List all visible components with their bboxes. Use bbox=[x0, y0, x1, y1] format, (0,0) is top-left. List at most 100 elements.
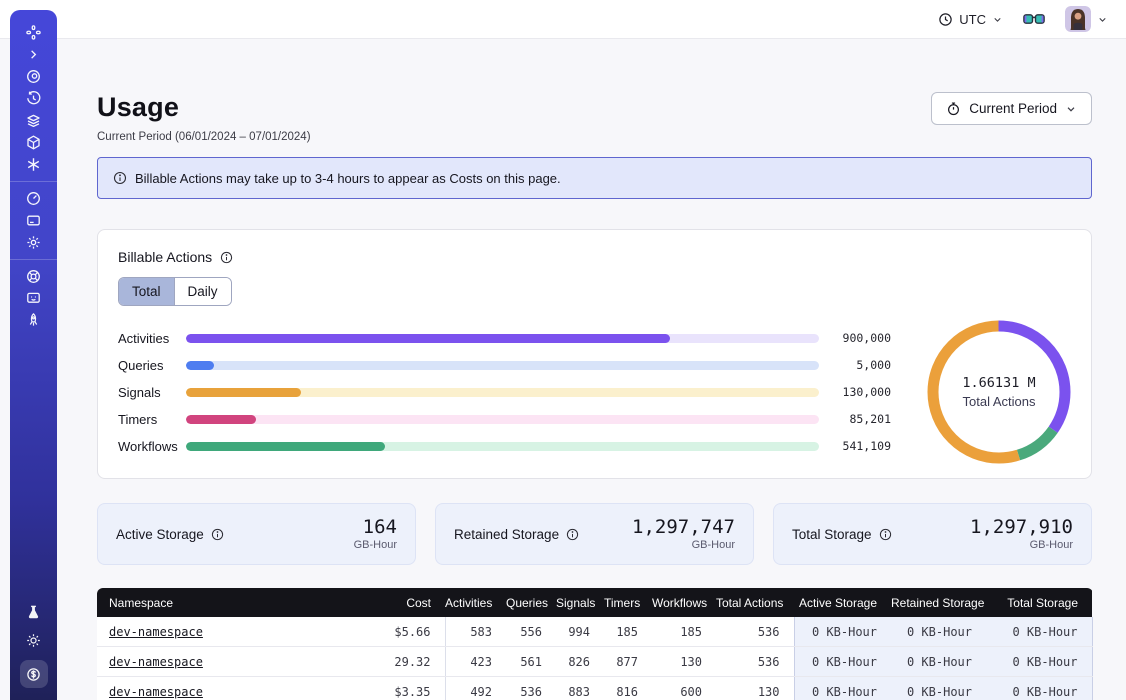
cell-workflows: 600 bbox=[652, 677, 716, 700]
cell-queries: 556 bbox=[506, 617, 556, 647]
bar-category-label: Activities bbox=[118, 331, 186, 346]
page-header: Usage Current Period (06/01/2024 – 07/01… bbox=[97, 92, 1092, 143]
nexus-asterisk-icon[interactable] bbox=[25, 156, 42, 173]
retained-storage-value: 1,297,747 bbox=[632, 517, 735, 539]
info-banner: Billable Actions may take up to 3-4 hour… bbox=[97, 157, 1092, 199]
active-storage-unit: GB-Hour bbox=[354, 539, 397, 551]
cell-active-storage: 0 KB-Hour bbox=[794, 677, 891, 700]
cell-namespace[interactable]: dev-namespace bbox=[97, 677, 349, 700]
info-icon[interactable] bbox=[879, 528, 892, 541]
cell-signals: 994 bbox=[556, 617, 604, 647]
deployments-layers-icon[interactable] bbox=[25, 112, 42, 129]
namespaces-spiral-icon[interactable] bbox=[25, 68, 42, 85]
stopwatch-icon bbox=[946, 101, 961, 116]
billable-actions-card: Billable Actions Total Daily Activities 9… bbox=[97, 229, 1092, 479]
title-block: Usage Current Period (06/01/2024 – 07/01… bbox=[97, 92, 311, 143]
bar-fill bbox=[186, 442, 385, 451]
cell-namespace[interactable]: dev-namespace bbox=[97, 617, 349, 647]
cell-namespace[interactable]: dev-namespace bbox=[97, 647, 349, 677]
total-storage-unit: GB-Hour bbox=[970, 539, 1073, 551]
namespace-link[interactable]: dev-namespace bbox=[109, 625, 203, 639]
topbar: UTC bbox=[0, 0, 1126, 39]
bar-fill bbox=[186, 361, 214, 370]
table-header-total-storage: Total Storage bbox=[986, 588, 1092, 617]
info-icon bbox=[113, 171, 127, 185]
timezone-label: UTC bbox=[959, 12, 986, 27]
bar-value-label: 900,000 bbox=[819, 331, 891, 345]
cell-active-storage: 0 KB-Hour bbox=[794, 647, 891, 677]
namespace-link[interactable]: dev-namespace bbox=[109, 655, 203, 669]
info-icon[interactable] bbox=[220, 251, 233, 264]
cell-cost: $3.35 bbox=[349, 677, 445, 700]
table-row: dev-namespace$5.665835569941851855360 KB… bbox=[97, 617, 1092, 647]
workflows-cube-icon[interactable] bbox=[25, 134, 42, 151]
docs-monitor-icon[interactable] bbox=[25, 290, 42, 307]
cell-queries: 561 bbox=[506, 647, 556, 677]
chevron-down-icon bbox=[1097, 14, 1108, 25]
usage-gauge-icon[interactable] bbox=[25, 190, 42, 207]
bar-value-label: 541,109 bbox=[819, 439, 891, 453]
bar-track bbox=[186, 361, 819, 370]
retained-storage-card: Retained Storage 1,297,747 GB-Hour bbox=[435, 503, 754, 565]
info-icon[interactable] bbox=[566, 528, 579, 541]
sidebar-group-help bbox=[10, 260, 57, 337]
active-storage-label: Active Storage bbox=[116, 527, 204, 542]
bar-fill bbox=[186, 388, 301, 397]
table-header-row: NamespaceCostActivitiesQueriesSignalsTim… bbox=[97, 588, 1092, 617]
table-header-signals: Signals bbox=[556, 588, 604, 617]
support-lifebuoy-icon[interactable] bbox=[25, 268, 42, 285]
table-row: dev-namespace$3.354925368838166001300 KB… bbox=[97, 677, 1092, 700]
bar-track bbox=[186, 415, 819, 424]
cell-total-actions: 536 bbox=[716, 617, 794, 647]
table-header-total-actions: Total Actions bbox=[716, 588, 794, 617]
table-header-activities: Activities bbox=[445, 588, 506, 617]
cell-active-storage: 0 KB-Hour bbox=[794, 617, 891, 647]
table-header-timers: Timers bbox=[604, 588, 652, 617]
bar-fill bbox=[186, 334, 670, 343]
table-header-retained-storage: Retained Storage bbox=[891, 588, 986, 617]
bar-chart: Activities 900,000 Queries5,000Signals130,… bbox=[118, 325, 891, 460]
labs-flask-icon[interactable] bbox=[25, 604, 42, 621]
glasses-icon[interactable] bbox=[1023, 13, 1045, 26]
clock-icon bbox=[938, 12, 953, 27]
expand-chevron-icon[interactable] bbox=[25, 46, 42, 63]
billable-view-tabs: Total Daily bbox=[118, 277, 232, 306]
period-selector-button[interactable]: Current Period bbox=[931, 92, 1092, 125]
info-icon[interactable] bbox=[211, 528, 224, 541]
tab-total[interactable]: Total bbox=[119, 278, 174, 305]
cell-retained-storage: 0 KB-Hour bbox=[891, 647, 986, 677]
cell-activities: 423 bbox=[445, 647, 506, 677]
retention-clock-icon[interactable] bbox=[25, 90, 42, 107]
usage-dollar-icon bbox=[25, 666, 42, 683]
page-title: Usage bbox=[97, 92, 311, 123]
user-menu[interactable] bbox=[1065, 6, 1108, 32]
bar-value-label: 5,000 bbox=[819, 358, 891, 372]
temporal-logo-icon[interactable] bbox=[25, 24, 42, 41]
bar-row: Queries5,000 bbox=[118, 352, 891, 379]
cell-signals: 883 bbox=[556, 677, 604, 700]
cell-workflows: 185 bbox=[652, 617, 716, 647]
cell-total-storage: 0 KB-Hour bbox=[986, 647, 1092, 677]
bar-track bbox=[186, 442, 819, 451]
cell-total-storage: 0 KB-Hour bbox=[986, 677, 1092, 700]
getting-started-rocket-icon[interactable] bbox=[25, 312, 42, 329]
timezone-selector[interactable]: UTC bbox=[938, 12, 1003, 27]
bar-row: Signals130,000 bbox=[118, 379, 891, 406]
settings-gear-icon[interactable] bbox=[25, 234, 42, 251]
cell-retained-storage: 0 KB-Hour bbox=[891, 617, 986, 647]
tab-daily[interactable]: Daily bbox=[174, 278, 231, 305]
billable-chart-row: Activities 900,000 Queries5,000Signals130,… bbox=[118, 320, 1071, 464]
cell-queries: 536 bbox=[506, 677, 556, 700]
cell-workflows: 130 bbox=[652, 647, 716, 677]
avatar bbox=[1065, 6, 1091, 32]
cell-retained-storage: 0 KB-Hour bbox=[891, 677, 986, 700]
table-header-cost: Cost bbox=[349, 588, 445, 617]
theme-sun-icon[interactable] bbox=[25, 632, 42, 649]
bar-category-label: Workflows bbox=[118, 439, 186, 454]
namespace-link[interactable]: dev-namespace bbox=[109, 685, 203, 699]
billing-card-icon[interactable] bbox=[25, 212, 42, 229]
billable-actions-title: Billable Actions bbox=[118, 249, 212, 265]
storage-summary-row: Active Storage 164 GB-Hour Retained Stor… bbox=[97, 503, 1092, 565]
sidebar-group-account bbox=[10, 182, 57, 259]
sidebar-item-usage-active[interactable] bbox=[20, 660, 48, 688]
